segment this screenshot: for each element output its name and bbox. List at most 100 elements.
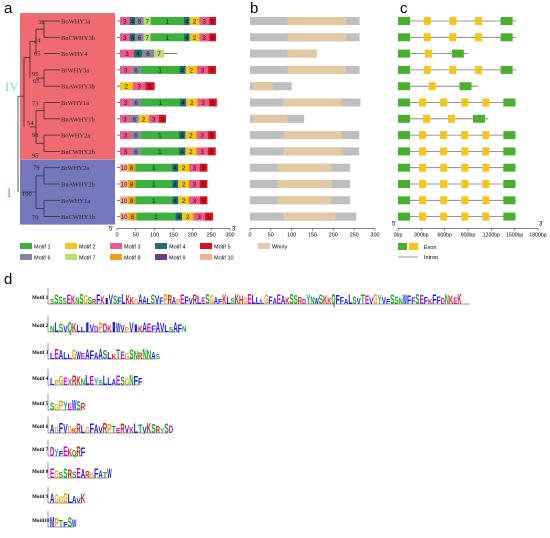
- motif-box-5: [199, 163, 208, 172]
- logo-letter: K: [323, 294, 328, 307]
- exon-box: [461, 212, 469, 221]
- whirly-domain: [283, 131, 342, 140]
- motif-number: 5: [202, 199, 206, 205]
- exon-box: [419, 180, 427, 188]
- logo-letter: F: [159, 296, 164, 306]
- axis-a-tick-label: 300: [225, 233, 234, 239]
- motif-number: 2: [189, 134, 193, 140]
- motif-box-4: [184, 33, 190, 42]
- motif-number: 1: [152, 166, 156, 172]
- logo-letter: S: [394, 295, 398, 307]
- motif-number: 3: [203, 36, 207, 42]
- exon-box: [503, 147, 516, 156]
- motif-number: 2: [142, 117, 146, 123]
- bootstrap-value: 95: [32, 71, 39, 78]
- axis-b-tick-label: 100: [287, 233, 296, 239]
- exon-legend-green: [398, 243, 407, 250]
- logo-letter: L: [348, 292, 352, 307]
- logo-letter: S: [129, 347, 133, 363]
- exon-box: [440, 163, 448, 172]
- motif-number: 3: [137, 85, 141, 91]
- logo-letter: A: [59, 348, 63, 362]
- axis-b-tick-label: 200: [329, 233, 338, 239]
- logo-letter: L: [107, 351, 111, 362]
- logo-letter: K: [285, 296, 290, 306]
- logo-letter: G: [54, 493, 58, 506]
- motif-box-2: [178, 180, 190, 188]
- bootstrap-value: 38: [38, 19, 45, 26]
- logo-letter: K: [81, 491, 86, 506]
- logo-letter: K: [72, 321, 76, 335]
- motif-legend-swatch: [65, 254, 77, 260]
- logo-letter: R: [85, 470, 89, 481]
- motif-number: 5: [148, 85, 152, 91]
- logo-letter: P: [107, 422, 111, 436]
- bootstrap-value: 54: [27, 120, 34, 127]
- gene-name: BnCWHY2b: [61, 149, 95, 156]
- motif-number: 3: [152, 117, 156, 123]
- motif-box-7: [154, 49, 165, 58]
- logo-letter: N: [134, 349, 138, 362]
- logo-letter: K: [129, 426, 134, 435]
- logo-letter: L: [260, 297, 265, 306]
- logo-letter: V: [120, 324, 125, 335]
- axis-c-tick-label: 1500bp: [506, 233, 523, 239]
- logo-label: Motif 3: [32, 350, 49, 356]
- motif-number: 8: [130, 166, 134, 172]
- motif-legend-label: Motif 10: [214, 256, 234, 262]
- axis-a-tick-label: 150: [169, 233, 178, 239]
- motif-box-3: [120, 131, 132, 140]
- panel-label-c: c: [400, 0, 408, 17]
- axis-a-tick-label: 0: [115, 233, 118, 239]
- motif-legend-label: Motif 6: [34, 256, 51, 262]
- motif-number: 1: [159, 101, 163, 107]
- motif-number: 3: [123, 20, 127, 26]
- motif-box-1: [150, 17, 185, 25]
- whirly-domain: [287, 49, 317, 58]
- motif-number: 2: [182, 183, 186, 189]
- motif-box-5: [199, 196, 208, 205]
- logo-letter: K: [449, 294, 454, 307]
- logo-letter: V: [63, 324, 67, 334]
- whirly-domain: [277, 180, 332, 188]
- logo-letter: L: [226, 295, 230, 307]
- motif-box-3: [189, 163, 200, 172]
- logo-letter: K: [428, 297, 433, 306]
- whirly-domain: [252, 82, 273, 91]
- logo-letter: V: [369, 296, 373, 306]
- exon-box: [461, 131, 469, 140]
- exon-box: [503, 180, 516, 188]
- motif-number: 3: [201, 68, 205, 74]
- logo-letter: X: [68, 378, 73, 387]
- motif-box-2: [185, 65, 197, 74]
- logo-letter: Q: [72, 449, 76, 458]
- logo-letter: A: [50, 491, 54, 507]
- motif-box-1: [140, 65, 180, 74]
- logo-letter: Y: [306, 292, 310, 307]
- motif-box-5: [204, 212, 214, 221]
- motif-box-3: [148, 114, 159, 123]
- panel-c-gene-structure: c 0bp 300bp 600bp 900bp 1200bp 1500bp 1800bp 5' 3…: [392, 0, 547, 261]
- motif-box-5: [158, 114, 166, 123]
- exon-box: [398, 82, 410, 91]
- logo-letter: L: [147, 297, 151, 306]
- logo-letter: W: [72, 397, 77, 414]
- motif-box-8: [128, 212, 137, 221]
- exon-box: [423, 17, 431, 25]
- logo-letter: F: [59, 449, 64, 458]
- logo-letter: R: [68, 468, 73, 481]
- motif-legend-label: Motif 7: [79, 256, 96, 262]
- exon-box: [500, 17, 513, 25]
- logo-letter: I: [112, 319, 116, 336]
- motif-number: 3: [123, 36, 127, 42]
- motif-legend-swatch: [20, 243, 32, 249]
- logo-letter: L: [68, 492, 73, 506]
- logo-letter: K: [457, 291, 461, 308]
- motif-box-4: [175, 212, 183, 221]
- motif-legend-label: Motif 3: [124, 245, 141, 251]
- motif-box-2: [178, 196, 190, 205]
- motif-box-5: [208, 65, 217, 74]
- logo-letter: P: [98, 320, 102, 336]
- whirly-domain: [277, 163, 332, 172]
- exon-box: [398, 114, 410, 123]
